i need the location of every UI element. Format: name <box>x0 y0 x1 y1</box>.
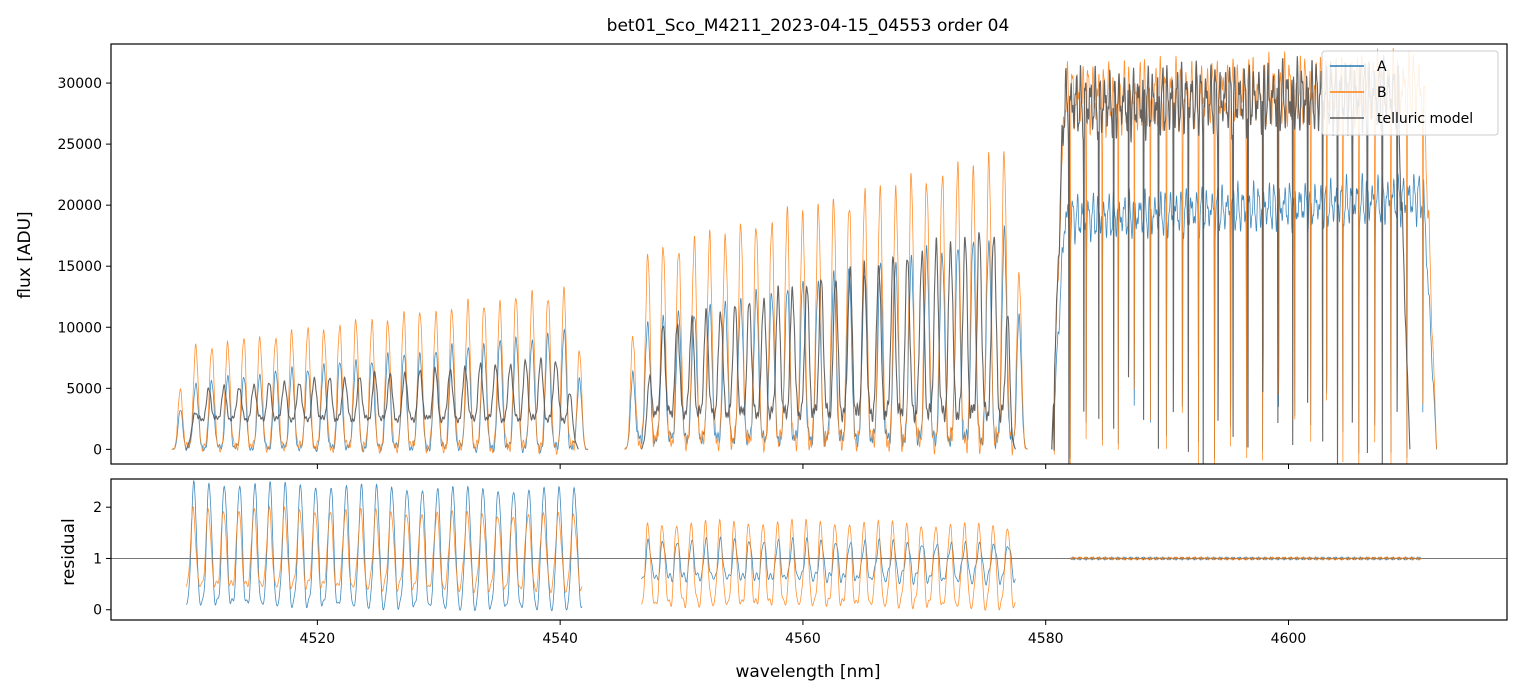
flux-y-tick-label: 15000 <box>57 259 102 275</box>
x-tick-label: 4600 <box>1271 631 1307 647</box>
residual-y-tick-label: 2 <box>93 500 102 516</box>
flux-series-line <box>640 232 1016 450</box>
flux-y-tick-label: 0 <box>93 442 102 458</box>
residual-y-tick-label: 1 <box>93 551 102 567</box>
residual-y-tick-label: 0 <box>93 603 102 619</box>
legend-label-a: A <box>1377 59 1387 75</box>
chart-title: bet01_Sco_M4211_2023-04-15_04553 order 0… <box>607 16 1010 36</box>
residual-series-line <box>185 505 583 594</box>
x-tick-label: 4580 <box>1028 631 1064 647</box>
flux-y-tick-label: 5000 <box>66 381 102 397</box>
legend: A B telluric model <box>1321 50 1499 136</box>
residual-panel-frame <box>110 478 1508 621</box>
flux-series-line <box>1051 173 1437 459</box>
wavelength-axis-label: wavelength [nm] <box>735 662 880 682</box>
axes-group: 0 5000 10000 15000 20000 25000 30000 0 1 2 4520 454… <box>57 76 1306 647</box>
residual-panel-series <box>111 479 1507 612</box>
flux-y-tick-label: 20000 <box>57 198 102 214</box>
x-tick-label: 4540 <box>542 631 578 647</box>
legend-label-b: B <box>1377 85 1387 101</box>
legend-box <box>1321 50 1499 136</box>
flux-series-line <box>185 357 579 450</box>
flux-y-tick-label: 10000 <box>57 320 102 336</box>
flux-axis-label: flux [ADU] <box>15 211 35 298</box>
flux-series-line <box>624 151 1028 457</box>
residual-series-line <box>641 518 1016 611</box>
flux-y-tick-label: 25000 <box>57 137 102 153</box>
residual-axis-label: residual <box>59 518 79 585</box>
legend-label-telluric: telluric model <box>1377 111 1473 127</box>
x-tick-label: 4520 <box>300 631 336 647</box>
flux-y-tick-label: 30000 <box>57 76 102 92</box>
x-tick-label: 4560 <box>785 631 821 647</box>
residual-series-line <box>1070 556 1423 561</box>
residual-series-line <box>641 536 1016 586</box>
flux-panel-frame <box>110 43 1508 465</box>
